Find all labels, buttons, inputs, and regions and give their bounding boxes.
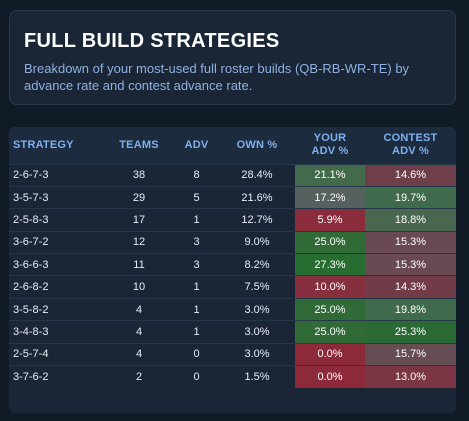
cell-your-adv: 17.2% bbox=[295, 186, 365, 209]
cell-own: 28.4% bbox=[241, 169, 273, 182]
cell-own: 12.7% bbox=[241, 213, 273, 226]
col-header-contest-adv[interactable]: CONTEST ADV % bbox=[383, 132, 438, 158]
cell-strategy: 2-5-8-3 bbox=[13, 213, 49, 226]
cell-teams: 4 bbox=[135, 348, 143, 361]
cell-adv: 1 bbox=[193, 213, 200, 226]
cell-teams: 12 bbox=[132, 236, 146, 249]
header-card: FULL BUILD STRATEGIES Breakdown of your … bbox=[9, 10, 456, 105]
cell-own: 7.5% bbox=[244, 281, 270, 294]
cell-own: 3.0% bbox=[244, 325, 270, 338]
cell-own: 21.6% bbox=[241, 191, 273, 204]
cell-own: 8.2% bbox=[244, 258, 270, 271]
cell-your-adv: 25.0% bbox=[295, 231, 365, 254]
table-row: 2-6-8-2 10 1 7.5% 10.0% 14.3% bbox=[9, 275, 456, 299]
table-row: 3-5-8-2 4 1 3.0% 25.0% 19.8% bbox=[9, 298, 456, 321]
table-row: 3-6-7-2 12 3 9.0% 25.0% 15.3% bbox=[9, 231, 456, 254]
table-row: 2-6-7-3 38 8 28.4% 21.1% 14.6% bbox=[9, 164, 456, 187]
cell-strategy: 3-6-7-2 bbox=[13, 236, 49, 249]
table-row: 2-5-7-4 4 0 3.0% 0.0% 15.7% bbox=[9, 343, 456, 366]
cell-contest-adv: 15.3% bbox=[365, 231, 456, 254]
cell-contest-adv: 14.6% bbox=[365, 164, 456, 187]
cell-teams: 10 bbox=[132, 281, 146, 294]
cell-adv: 8 bbox=[193, 169, 200, 182]
cell-contest-adv: 15.7% bbox=[365, 343, 456, 366]
cell-contest-adv: 18.8% bbox=[365, 208, 456, 232]
cell-adv: 3 bbox=[193, 236, 200, 249]
cell-your-adv: 0.0% bbox=[295, 365, 365, 388]
col-header-strategy[interactable]: STRATEGY bbox=[13, 138, 74, 151]
cell-strategy: 3-4-8-3 bbox=[13, 325, 49, 338]
cell-teams: 4 bbox=[135, 303, 143, 316]
col-header-teams[interactable]: TEAMS bbox=[119, 138, 159, 151]
table-row: 3-7-6-2 2 0 1.5% 0.0% 13.0% bbox=[9, 365, 456, 388]
cell-your-adv: 10.0% bbox=[295, 275, 365, 299]
cell-your-adv: 0.0% bbox=[295, 343, 365, 366]
cell-strategy: 2-6-8-2 bbox=[13, 281, 49, 294]
cell-your-adv: 5.9% bbox=[295, 208, 365, 232]
cell-own: 3.0% bbox=[244, 348, 270, 361]
cell-contest-adv: 13.0% bbox=[365, 365, 456, 388]
col-header-your-adv[interactable]: YOUR ADV % bbox=[311, 132, 349, 158]
table-header-row: STRATEGY TEAMS ADV OWN % YOUR ADV % CONT… bbox=[9, 127, 456, 164]
cell-teams: 11 bbox=[133, 258, 145, 271]
cell-strategy: 3-6-6-3 bbox=[13, 258, 49, 271]
cell-teams: 2 bbox=[135, 370, 143, 383]
cell-adv: 1 bbox=[193, 303, 200, 316]
strategies-table: STRATEGY TEAMS ADV OWN % YOUR ADV % CONT… bbox=[9, 127, 456, 388]
cell-adv: 5 bbox=[193, 191, 200, 204]
cell-contest-adv: 19.8% bbox=[365, 298, 456, 321]
cell-adv: 1 bbox=[193, 281, 200, 294]
cell-your-adv: 25.0% bbox=[295, 298, 365, 321]
table-row: 3-4-8-3 4 1 3.0% 25.0% 25.3% bbox=[9, 320, 456, 344]
cell-adv: 3 bbox=[193, 258, 200, 271]
cell-own: 3.0% bbox=[244, 303, 270, 316]
cell-own: 1.5% bbox=[244, 370, 270, 383]
cell-teams: 29 bbox=[132, 191, 146, 204]
cell-strategy: 3-5-7-3 bbox=[13, 191, 49, 204]
cell-teams: 4 bbox=[135, 325, 143, 338]
cell-strategy: 2-6-7-3 bbox=[13, 169, 49, 182]
cell-strategy: 3-7-6-2 bbox=[13, 370, 49, 383]
cell-adv: 0 bbox=[193, 348, 200, 361]
strategies-table-card: STRATEGY TEAMS ADV OWN % YOUR ADV % CONT… bbox=[9, 127, 456, 413]
cell-contest-adv: 15.3% bbox=[365, 253, 456, 276]
cell-contest-adv: 14.3% bbox=[365, 275, 456, 299]
table-row: 2-5-8-3 17 1 12.7% 5.9% 18.8% bbox=[9, 208, 456, 232]
cell-your-adv: 27.3% bbox=[295, 253, 365, 276]
cell-your-adv: 25.0% bbox=[295, 320, 365, 344]
cell-contest-adv: 19.7% bbox=[365, 186, 456, 209]
cell-adv: 0 bbox=[193, 370, 200, 383]
cell-strategy: 3-5-8-2 bbox=[13, 303, 49, 316]
cell-adv: 1 bbox=[193, 325, 200, 338]
col-header-own[interactable]: OWN % bbox=[236, 138, 278, 151]
cell-contest-adv: 25.3% bbox=[365, 320, 456, 344]
page-title: FULL BUILD STRATEGIES bbox=[24, 30, 280, 52]
cell-own: 9.0% bbox=[244, 236, 270, 249]
cell-strategy: 2-5-7-4 bbox=[13, 348, 49, 361]
cell-your-adv: 21.1% bbox=[295, 164, 365, 187]
page-subtitle: Breakdown of your most-used full roster … bbox=[24, 61, 410, 93]
col-header-adv[interactable]: ADV bbox=[184, 138, 209, 151]
cell-teams: 38 bbox=[132, 169, 146, 182]
table-row: 3-5-7-3 29 5 21.6% 17.2% 19.7% bbox=[9, 186, 456, 209]
table-row: 3-6-6-3 11 3 8.2% 27.3% 15.3% bbox=[9, 253, 456, 276]
cell-teams: 17 bbox=[132, 213, 146, 226]
